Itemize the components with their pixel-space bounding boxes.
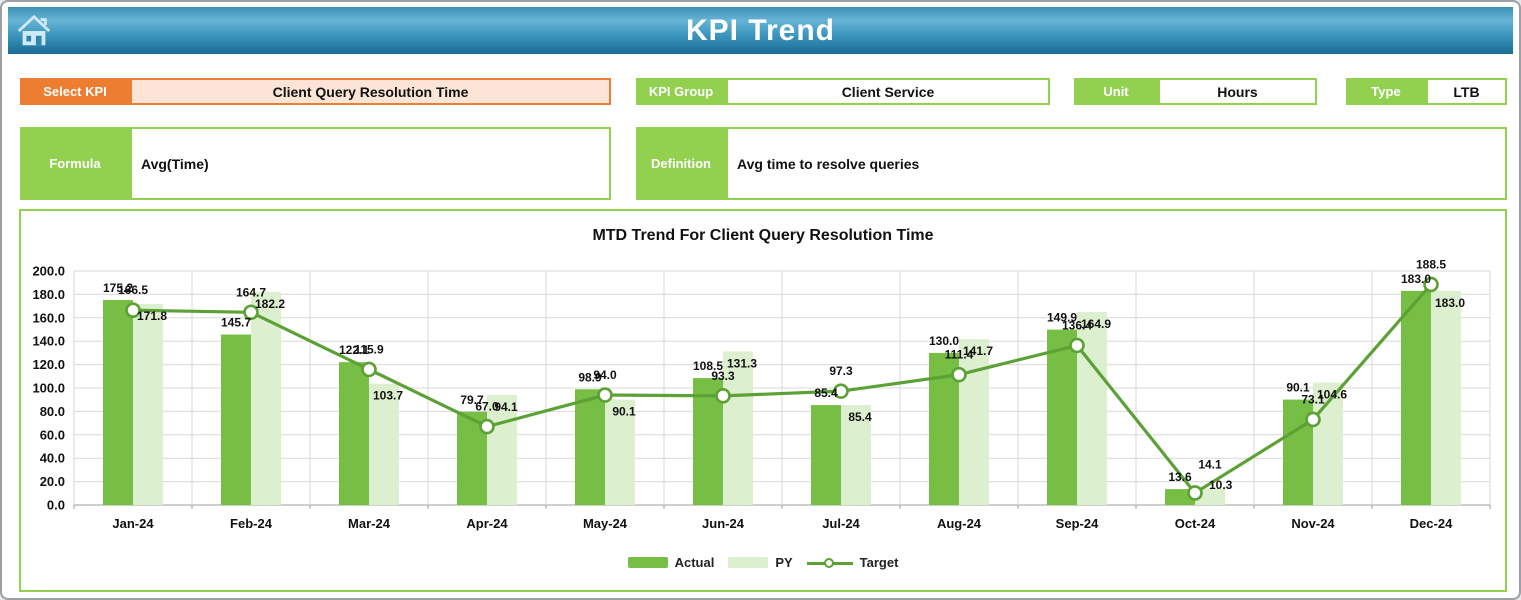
svg-text:90.1: 90.1 (612, 405, 636, 419)
svg-text:120.0: 120.0 (32, 357, 65, 372)
kpi-trend-chart: 0.0 20.0 40.0 60.0 80.0 100.0 120.0 140.0 160.0 1… (32, 257, 1491, 531)
page-title: KPI Trend (685, 13, 836, 47)
definition-label: Definition (636, 127, 726, 200)
svg-text:108.5: 108.5 (693, 359, 723, 373)
svg-text:160.0: 160.0 (32, 310, 65, 325)
svg-text:60.0: 60.0 (40, 427, 65, 442)
svg-text:97.3: 97.3 (829, 364, 853, 378)
svg-text:Feb-24: Feb-24 (230, 516, 273, 531)
svg-text:130.0: 130.0 (929, 334, 959, 348)
svg-text:100.0: 100.0 (32, 381, 65, 396)
formula-value: Avg(Time) (130, 127, 611, 200)
svg-text:Jul-24: Jul-24 (822, 516, 860, 531)
svg-text:115.9: 115.9 (354, 342, 384, 356)
svg-text:Apr-24: Apr-24 (466, 516, 508, 531)
definition-value: Avg time to resolve queries (726, 127, 1507, 200)
py-swatch (728, 557, 769, 568)
svg-text:85.4: 85.4 (848, 410, 872, 424)
svg-text:Mar-24: Mar-24 (348, 516, 391, 531)
svg-text:180.0: 180.0 (32, 287, 65, 302)
svg-text:140.0: 140.0 (32, 334, 65, 349)
svg-text:Jan-24: Jan-24 (112, 516, 154, 531)
legend-target: Target (806, 555, 899, 570)
svg-text:149.9: 149.9 (1047, 311, 1077, 325)
chart-title: MTD Trend For Client Query Resolution Ti… (592, 227, 934, 244)
svg-text:10.3: 10.3 (1209, 478, 1233, 492)
svg-text:171.8: 171.8 (137, 309, 167, 323)
svg-text:Sep-24: Sep-24 (1056, 516, 1099, 531)
home-icon[interactable] (12, 9, 56, 53)
svg-text:104.6: 104.6 (1317, 388, 1347, 402)
svg-text:Nov-24: Nov-24 (1291, 516, 1335, 531)
svg-text:Jun-24: Jun-24 (702, 516, 745, 531)
svg-text:May-24: May-24 (583, 516, 628, 531)
type-value: LTB (1426, 78, 1507, 105)
kpi-trend-chart-panel: MTD Trend For Client Query Resolution Ti… (19, 209, 1507, 592)
select-kpi-label: Select KPI (20, 78, 130, 105)
svg-text:Oct-24: Oct-24 (1175, 516, 1216, 531)
title-bar: KPI Trend (8, 7, 1513, 54)
svg-text:131.3: 131.3 (727, 356, 757, 370)
svg-text:183.0: 183.0 (1401, 272, 1431, 286)
type-label: Type (1346, 78, 1426, 105)
unit-value: Hours (1158, 78, 1317, 105)
formula-label: Formula (20, 127, 130, 200)
legend-py-label: PY (775, 555, 793, 570)
svg-text:111.4: 111.4 (945, 348, 974, 362)
svg-text:164.9: 164.9 (1081, 317, 1111, 331)
svg-text:67.0: 67.0 (475, 400, 499, 414)
svg-text:145.7: 145.7 (221, 316, 251, 330)
select-kpi-dropdown[interactable]: Client Query Resolution Time (130, 78, 611, 105)
legend-actual-label: Actual (674, 555, 715, 570)
svg-text:183.0: 183.0 (1435, 296, 1465, 310)
svg-text:164.7: 164.7 (236, 285, 266, 299)
svg-text:166.5: 166.5 (118, 283, 148, 297)
svg-text:98.9: 98.9 (578, 370, 602, 384)
svg-text:103.7: 103.7 (373, 389, 403, 403)
svg-text:85.4: 85.4 (814, 386, 838, 400)
svg-text:90.1: 90.1 (1286, 381, 1310, 395)
svg-text:93.3: 93.3 (711, 369, 735, 383)
kpi-group-label: KPI Group (636, 78, 726, 105)
svg-text:94.1: 94.1 (494, 400, 518, 414)
svg-text:175.2: 175.2 (103, 281, 133, 295)
svg-text:Aug-24: Aug-24 (937, 516, 982, 531)
unit-label: Unit (1074, 78, 1158, 105)
svg-text:122.1: 122.1 (339, 343, 369, 357)
actual-swatch (627, 557, 668, 568)
legend-py: PY (728, 555, 793, 570)
svg-text:73.1: 73.1 (1301, 392, 1325, 406)
svg-text:200.0: 200.0 (32, 264, 65, 279)
svg-text:20.0: 20.0 (40, 474, 65, 489)
svg-text:0.0: 0.0 (47, 498, 65, 513)
svg-text:14.1: 14.1 (1198, 458, 1222, 472)
svg-text:141.7: 141.7 (963, 344, 993, 358)
home-icon-glyph (17, 15, 51, 46)
svg-text:40.0: 40.0 (40, 451, 65, 466)
legend-actual: Actual (627, 555, 715, 570)
chart-legend: Actual PY Target (21, 555, 1505, 570)
svg-text:182.2: 182.2 (255, 297, 285, 311)
svg-text:94.0: 94.0 (593, 368, 617, 382)
svg-text:Dec-24: Dec-24 (1410, 516, 1453, 531)
svg-text:136.4: 136.4 (1062, 318, 1092, 332)
legend-target-label: Target (859, 555, 899, 570)
svg-text:13.6: 13.6 (1168, 470, 1192, 484)
target-swatch (806, 557, 853, 569)
svg-text:188.5: 188.5 (1416, 257, 1446, 271)
svg-text:80.0: 80.0 (40, 404, 65, 419)
svg-text:79.7: 79.7 (460, 393, 484, 407)
kpi-group-value: Client Service (726, 78, 1050, 105)
